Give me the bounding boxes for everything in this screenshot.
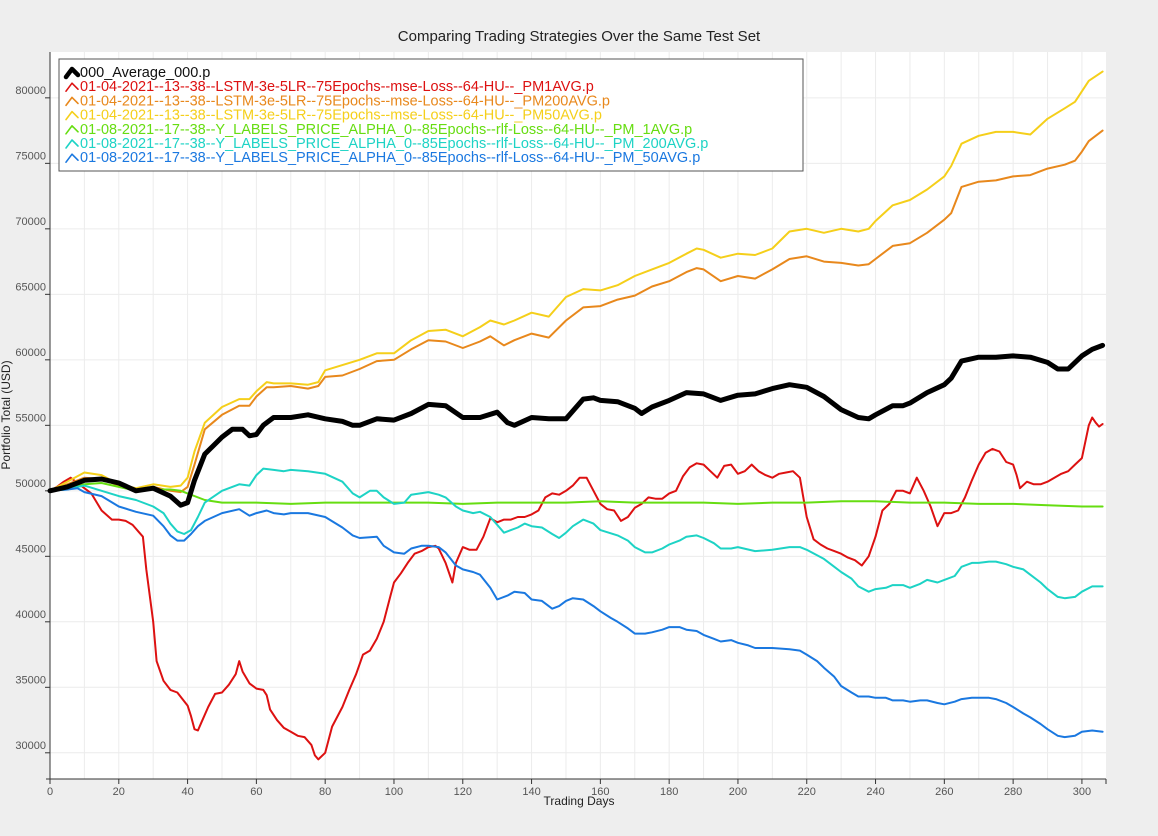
- legend-box: [58, 58, 804, 172]
- legend-marker-7: [65, 153, 79, 163]
- y-tick-label: 55000: [15, 412, 46, 424]
- y-axis-title: Portfolio Total (USD): [0, 360, 13, 469]
- series-line-7: [49, 487, 1104, 739]
- legend-entry-3: 01-04-2021--13--38--LSTM-3e-5LR--75Epoch…: [80, 93, 610, 109]
- legend-entry-2: 01-04-2021--13--38--LSTM-3e-5LR--75Epoch…: [80, 79, 594, 95]
- y-tick-label: 60000: [15, 347, 46, 359]
- x-tick-label: 280: [1004, 786, 1022, 798]
- legend-marker-3: [65, 96, 79, 107]
- series-line-6: [49, 467, 1104, 600]
- legend-marker-1: [63, 66, 81, 80]
- y-tick-label: 80000: [15, 85, 46, 97]
- x-tick-label: 160: [591, 786, 609, 798]
- legend-entry-1: 000_Average_000.p: [80, 65, 210, 81]
- x-tick-label: 80: [319, 786, 331, 798]
- y-tick-label: 70000: [15, 216, 46, 228]
- y-tick-label: 50000: [15, 478, 46, 490]
- legend-marker-4: [65, 110, 79, 121]
- x-tick-label: 240: [866, 786, 884, 798]
- x-tick-label: 40: [181, 786, 193, 798]
- series-line-3: [49, 129, 1104, 494]
- y-tick-label: 30000: [15, 740, 46, 752]
- legend-entry-6: 01-08-2021--17--38--Y_LABELS_PRICE_ALPHA…: [80, 136, 708, 152]
- x-tick-label: 220: [798, 786, 816, 798]
- legend: 000_Average_000.p01-04-2021--13--38--LST…: [58, 58, 804, 172]
- x-tick-label: 60: [250, 786, 262, 798]
- x-tick-label: 0: [47, 786, 53, 798]
- x-tick-label: 20: [113, 786, 125, 798]
- axes: 0 20 40 60 80 100 120 140 160 180 200 220 240 260 280 3…: [15, 52, 1107, 798]
- legend-entry-7: 01-08-2021--17--38--Y_LABELS_PRICE_ALPHA…: [80, 150, 700, 166]
- y-tick-label: 35000: [15, 674, 46, 686]
- plot-area: [50, 52, 1106, 779]
- x-tick-label: 100: [385, 786, 403, 798]
- chart-title: Comparing Trading Strategies Over the Sa…: [398, 28, 761, 45]
- series-line-4: [49, 70, 1104, 492]
- y-tick-label: 65000: [15, 281, 46, 293]
- x-tick-label: 300: [1073, 786, 1091, 798]
- y-tick-label: 40000: [15, 609, 46, 621]
- legend-marker-2: [65, 82, 79, 92]
- y-tick-label: 45000: [15, 543, 46, 555]
- legend-entry-5: 01-08-2021--17--38--Y_LABELS_PRICE_ALPHA…: [80, 122, 692, 138]
- x-tick-label: 200: [729, 786, 747, 798]
- legend-marker-5: [65, 125, 79, 135]
- legend-entry-4: 01-04-2021--13--38--LSTM-3e-5LR--75Epoch…: [80, 108, 602, 124]
- x-tick-label: 260: [935, 786, 953, 798]
- x-tick-label: 140: [522, 786, 540, 798]
- x-tick-label: 120: [454, 786, 472, 798]
- x-axis-title: Trading Days: [544, 794, 615, 808]
- series-line-2: [49, 416, 1104, 761]
- gridlines: [50, 52, 1106, 779]
- series-line-1: [47, 342, 1106, 508]
- y-tick-label: 75000: [15, 150, 46, 162]
- series-lines: [47, 70, 1106, 761]
- x-tick-label: 180: [660, 786, 678, 798]
- legend-marker-6: [65, 139, 79, 149]
